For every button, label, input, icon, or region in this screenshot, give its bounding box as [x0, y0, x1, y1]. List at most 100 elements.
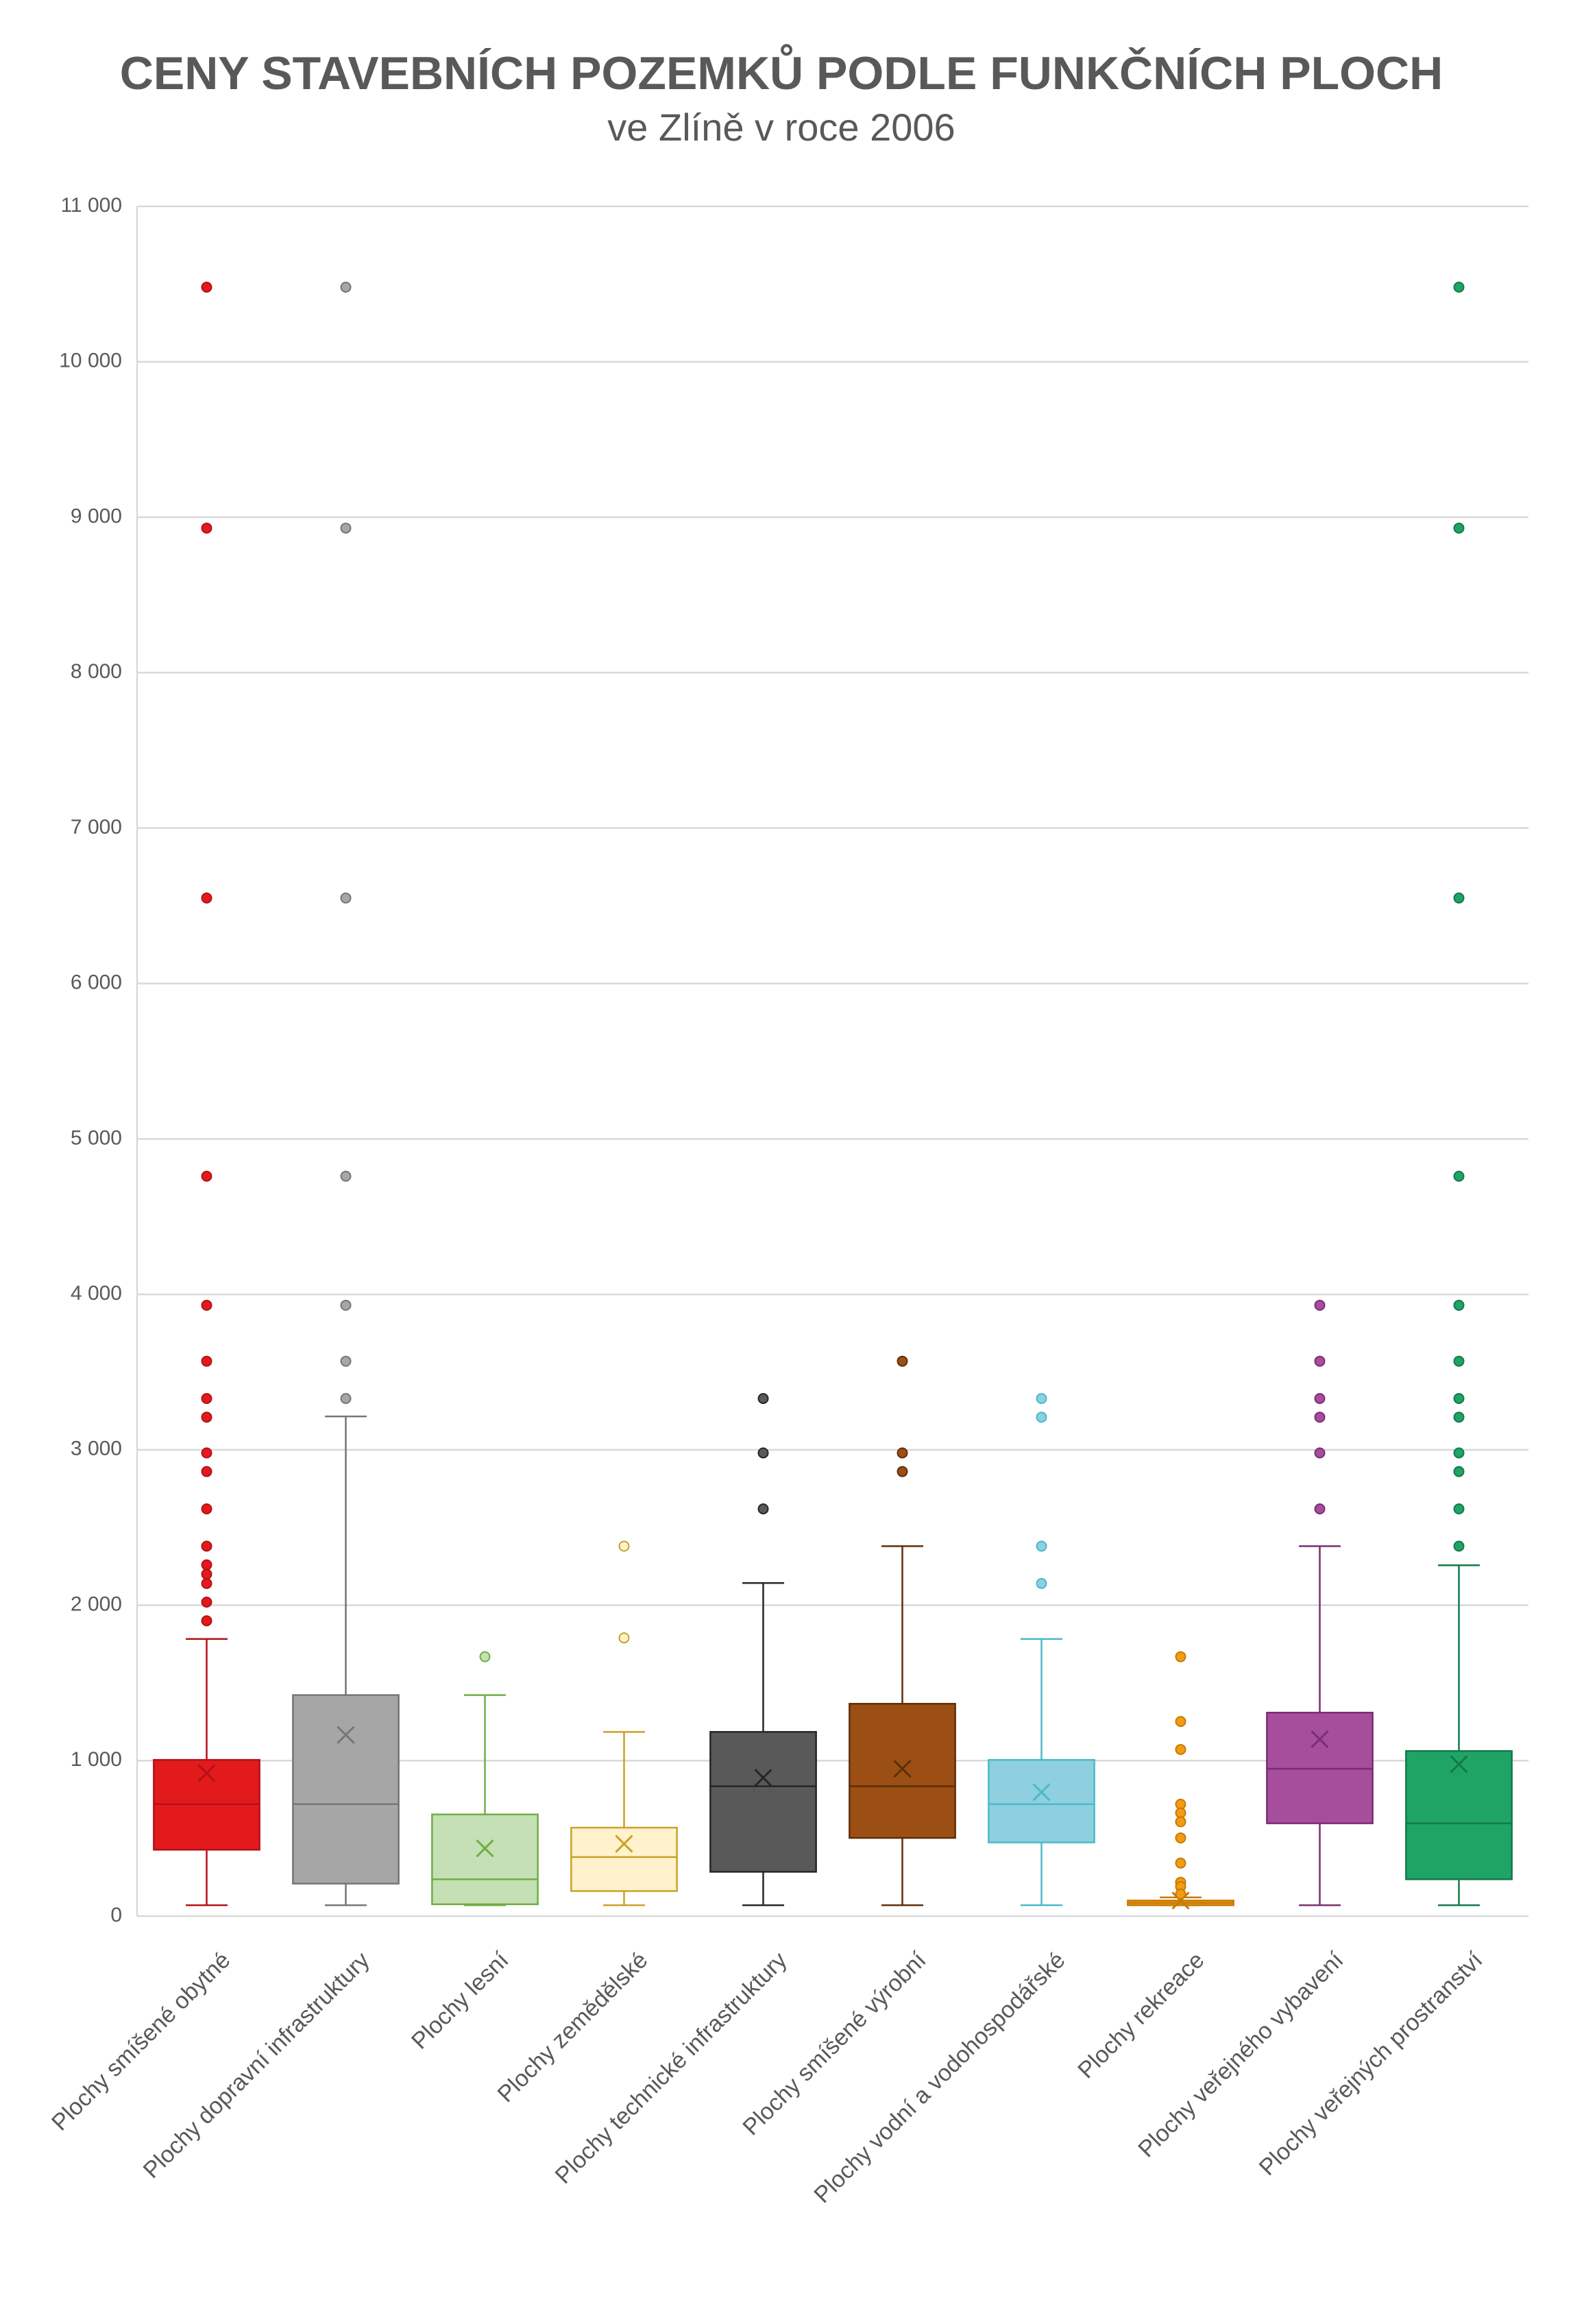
- outlier: [1314, 1503, 1326, 1514]
- box: [1405, 1750, 1513, 1880]
- outlier: [1036, 1392, 1047, 1404]
- outlier: [1175, 1716, 1186, 1728]
- outlier: [479, 1651, 491, 1662]
- outlier: [201, 1615, 212, 1627]
- outlier: [201, 1597, 212, 1608]
- outlier: [201, 1170, 212, 1182]
- outlier: [1175, 1888, 1186, 1900]
- outlier: [340, 892, 352, 904]
- outlier: [1314, 1355, 1326, 1367]
- outlier: [201, 1540, 212, 1552]
- box: [709, 1731, 817, 1873]
- outlier: [201, 1466, 212, 1477]
- box: [292, 1694, 400, 1885]
- mean-marker: [1450, 1755, 1468, 1774]
- outlier: [201, 1503, 212, 1514]
- y-tick-label: 2 000: [71, 1593, 122, 1615]
- outlier: [201, 1569, 212, 1580]
- x-tick-label: Plochy technické infrastruktury: [550, 1947, 792, 2189]
- outlier: [201, 1299, 212, 1311]
- outlier: [1453, 1299, 1465, 1311]
- mean-marker: [1311, 1730, 1329, 1749]
- outlier: [1453, 1392, 1465, 1404]
- outlier: [757, 1392, 769, 1404]
- y-tick-label: 9 000: [71, 505, 122, 527]
- outlier: [340, 1170, 352, 1182]
- mean-marker: [476, 1839, 494, 1858]
- outlier: [1175, 1807, 1186, 1819]
- outlier: [1453, 1503, 1465, 1514]
- box: [431, 1813, 539, 1906]
- mean-marker: [893, 1759, 912, 1778]
- outlier: [201, 1559, 212, 1571]
- outlier: [897, 1355, 908, 1367]
- outlier: [897, 1466, 908, 1477]
- outlier: [201, 281, 212, 293]
- outlier: [1314, 1392, 1326, 1404]
- x-tick-label: Plochy zemědělské: [493, 1947, 653, 2107]
- outlier: [757, 1503, 769, 1514]
- chart-subtitle: ve Zlíně v roce 2006: [607, 106, 955, 149]
- outlier: [201, 1355, 212, 1367]
- outlier: [897, 1447, 908, 1459]
- mean-marker: [197, 1764, 216, 1782]
- x-tick-label: Plochy vodní a vodohospodářské: [809, 1947, 1070, 2208]
- outlier: [1453, 892, 1465, 904]
- outlier: [340, 1355, 352, 1367]
- outlier: [1314, 1447, 1326, 1459]
- outlier: [1175, 1651, 1186, 1662]
- y-tick-label: 0: [110, 1904, 122, 1926]
- outlier: [340, 522, 352, 534]
- y-tick-label: 10 000: [59, 350, 122, 372]
- y-tick-label: 1 000: [71, 1748, 122, 1771]
- mean-marker: [754, 1769, 772, 1787]
- outlier: [201, 1392, 212, 1404]
- outlier: [1453, 1540, 1465, 1552]
- outlier: [1453, 522, 1465, 534]
- outlier: [1175, 1857, 1186, 1869]
- outlier: [1175, 1743, 1186, 1755]
- outlier: [201, 1447, 212, 1459]
- outlier: [618, 1540, 630, 1552]
- outlier: [340, 1299, 352, 1311]
- y-tick-label: 11 000: [60, 194, 122, 217]
- y-tick-label: 4 000: [71, 1282, 122, 1305]
- x-tick-label: Plochy lesní: [406, 1947, 514, 2055]
- y-tick-label: 3 000: [71, 1438, 122, 1460]
- x-tick-label: Plochy dopravní infrastruktury: [138, 1947, 375, 2183]
- y-tick-label: 8 000: [71, 660, 122, 683]
- chart-title: CENY STAVEBNÍCH POZEMKŮ PODLE FUNKČNÍCH …: [120, 43, 1443, 99]
- outlier: [201, 1412, 212, 1423]
- y-tick-label: 5 000: [71, 1126, 122, 1149]
- outlier: [1314, 1299, 1326, 1311]
- outlier: [1453, 1355, 1465, 1367]
- outlier: [1175, 1816, 1186, 1828]
- mean-marker: [337, 1726, 355, 1744]
- box: [988, 1758, 1095, 1843]
- outlier: [1314, 1412, 1326, 1423]
- outlier: [1036, 1540, 1047, 1552]
- outlier: [1453, 1170, 1465, 1182]
- outlier: [201, 522, 212, 534]
- y-tick-label: 7 000: [71, 816, 122, 838]
- mean-marker: [1032, 1783, 1051, 1802]
- x-tick-label: Plochy rekreace: [1073, 1947, 1209, 2083]
- outlier: [1036, 1577, 1047, 1589]
- outlier: [757, 1447, 769, 1459]
- mean-marker: [1171, 1891, 1190, 1910]
- outlier: [1175, 1832, 1186, 1843]
- outlier: [1453, 1447, 1465, 1459]
- outlier: [1453, 1412, 1465, 1423]
- mean-marker: [615, 1835, 633, 1853]
- outlier: [201, 1577, 212, 1589]
- box: [849, 1703, 956, 1839]
- box: [570, 1826, 678, 1892]
- outlier: [618, 1632, 630, 1644]
- outlier: [201, 892, 212, 904]
- outlier: [340, 281, 352, 293]
- y-tick-label: 6 000: [71, 971, 122, 994]
- outlier: [1453, 281, 1465, 293]
- x-tick-label: Plochy veřejných prostranství: [1254, 1947, 1488, 2181]
